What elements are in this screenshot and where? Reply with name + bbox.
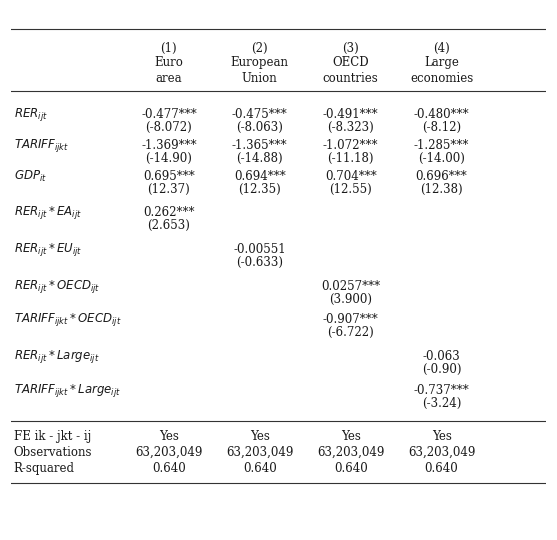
Text: Yes: Yes [341, 430, 360, 443]
Text: (1): (1) [160, 42, 177, 55]
Text: (-14.00): (-14.00) [418, 152, 465, 165]
Text: -0.491***: -0.491*** [323, 108, 379, 121]
Text: -0.00551: -0.00551 [233, 243, 286, 256]
Text: Observations: Observations [14, 446, 92, 459]
Text: European: European [231, 56, 289, 69]
Text: (-0.633): (-0.633) [236, 256, 284, 269]
Text: 0.640: 0.640 [425, 462, 458, 475]
Text: Yes: Yes [432, 430, 452, 443]
Text: OECD: OECD [333, 56, 369, 69]
Text: Large: Large [424, 56, 459, 69]
Text: $RER_{ijt}$: $RER_{ijt}$ [14, 106, 47, 123]
Text: $GDP_{it}$: $GDP_{it}$ [14, 169, 47, 184]
Text: -1.072***: -1.072*** [323, 139, 378, 152]
Text: Yes: Yes [250, 430, 270, 443]
Text: $TARIFF_{ijkt} * OECD_{ijt}$: $TARIFF_{ijkt} * OECD_{ijt}$ [14, 310, 121, 328]
Text: R-squared: R-squared [14, 462, 75, 475]
Text: $RER_{ijt} * OECD_{ijt}$: $RER_{ijt} * OECD_{ijt}$ [14, 278, 100, 295]
Text: (-14.90): (-14.90) [145, 152, 192, 165]
Text: (4): (4) [433, 42, 450, 55]
Text: -1.285***: -1.285*** [414, 139, 470, 152]
Text: (-11.18): (-11.18) [328, 152, 374, 165]
Text: 63,203,049: 63,203,049 [135, 446, 203, 459]
Text: $RER_{ijt} * EU_{ijt}$: $RER_{ijt} * EU_{ijt}$ [14, 241, 82, 258]
Text: economies: economies [410, 72, 473, 85]
Text: (-8.072): (-8.072) [145, 121, 192, 134]
Text: 0.696***: 0.696*** [416, 170, 467, 183]
Text: 63,203,049: 63,203,049 [408, 446, 475, 459]
Text: 63,203,049: 63,203,049 [317, 446, 384, 459]
Text: $TARIFF_{ijkt} * Large_{ijt}$: $TARIFF_{ijkt} * Large_{ijt}$ [14, 382, 121, 399]
Text: 63,203,049: 63,203,049 [226, 446, 294, 459]
Text: (-3.24): (-3.24) [422, 397, 461, 410]
Text: -0.477***: -0.477*** [141, 108, 197, 121]
Text: -1.369***: -1.369*** [141, 139, 197, 152]
Text: (3.900): (3.900) [329, 293, 372, 306]
Text: countries: countries [323, 72, 379, 85]
Text: (-8.12): (-8.12) [422, 121, 461, 134]
Text: Yes: Yes [159, 430, 179, 443]
Text: Union: Union [242, 72, 277, 85]
Text: -0.475***: -0.475*** [232, 108, 287, 121]
Text: (-0.90): (-0.90) [422, 363, 461, 376]
Text: (-8.063): (-8.063) [236, 121, 283, 134]
Text: (-8.323): (-8.323) [328, 121, 374, 134]
Text: -0.480***: -0.480*** [414, 108, 470, 121]
Text: 0.695***: 0.695*** [143, 170, 195, 183]
Text: (2): (2) [251, 42, 268, 55]
Text: (12.37): (12.37) [148, 183, 190, 196]
Text: (2.653): (2.653) [148, 219, 190, 232]
Text: $RER_{ijt} * Large_{ijt}$: $RER_{ijt} * Large_{ijt}$ [14, 348, 100, 365]
Text: 0.694***: 0.694*** [234, 170, 286, 183]
Text: (12.38): (12.38) [421, 183, 463, 196]
Text: (3): (3) [343, 42, 359, 55]
Text: area: area [155, 72, 182, 85]
Text: -0.737***: -0.737*** [414, 384, 470, 397]
Text: (-6.722): (-6.722) [328, 326, 374, 339]
Text: 0.262***: 0.262*** [143, 206, 194, 219]
Text: (12.55): (12.55) [329, 183, 372, 196]
Text: 0.0257***: 0.0257*** [321, 280, 380, 293]
Text: -0.907***: -0.907*** [323, 313, 379, 326]
Text: $RER_{ijt} * EA_{ijt}$: $RER_{ijt} * EA_{ijt}$ [14, 205, 82, 221]
Text: 0.640: 0.640 [334, 462, 368, 475]
Text: (12.35): (12.35) [238, 183, 281, 196]
Text: Euro: Euro [154, 56, 183, 69]
Text: -0.063: -0.063 [423, 350, 461, 363]
Text: -1.365***: -1.365*** [232, 139, 287, 152]
Text: (-14.88): (-14.88) [237, 152, 283, 165]
Text: 0.704***: 0.704*** [325, 170, 377, 183]
Text: FE ik - jkt - ij: FE ik - jkt - ij [14, 430, 91, 443]
Text: $TARIFF_{ijkt}$: $TARIFF_{ijkt}$ [14, 137, 69, 154]
Text: 0.640: 0.640 [152, 462, 185, 475]
Text: 0.640: 0.640 [243, 462, 277, 475]
